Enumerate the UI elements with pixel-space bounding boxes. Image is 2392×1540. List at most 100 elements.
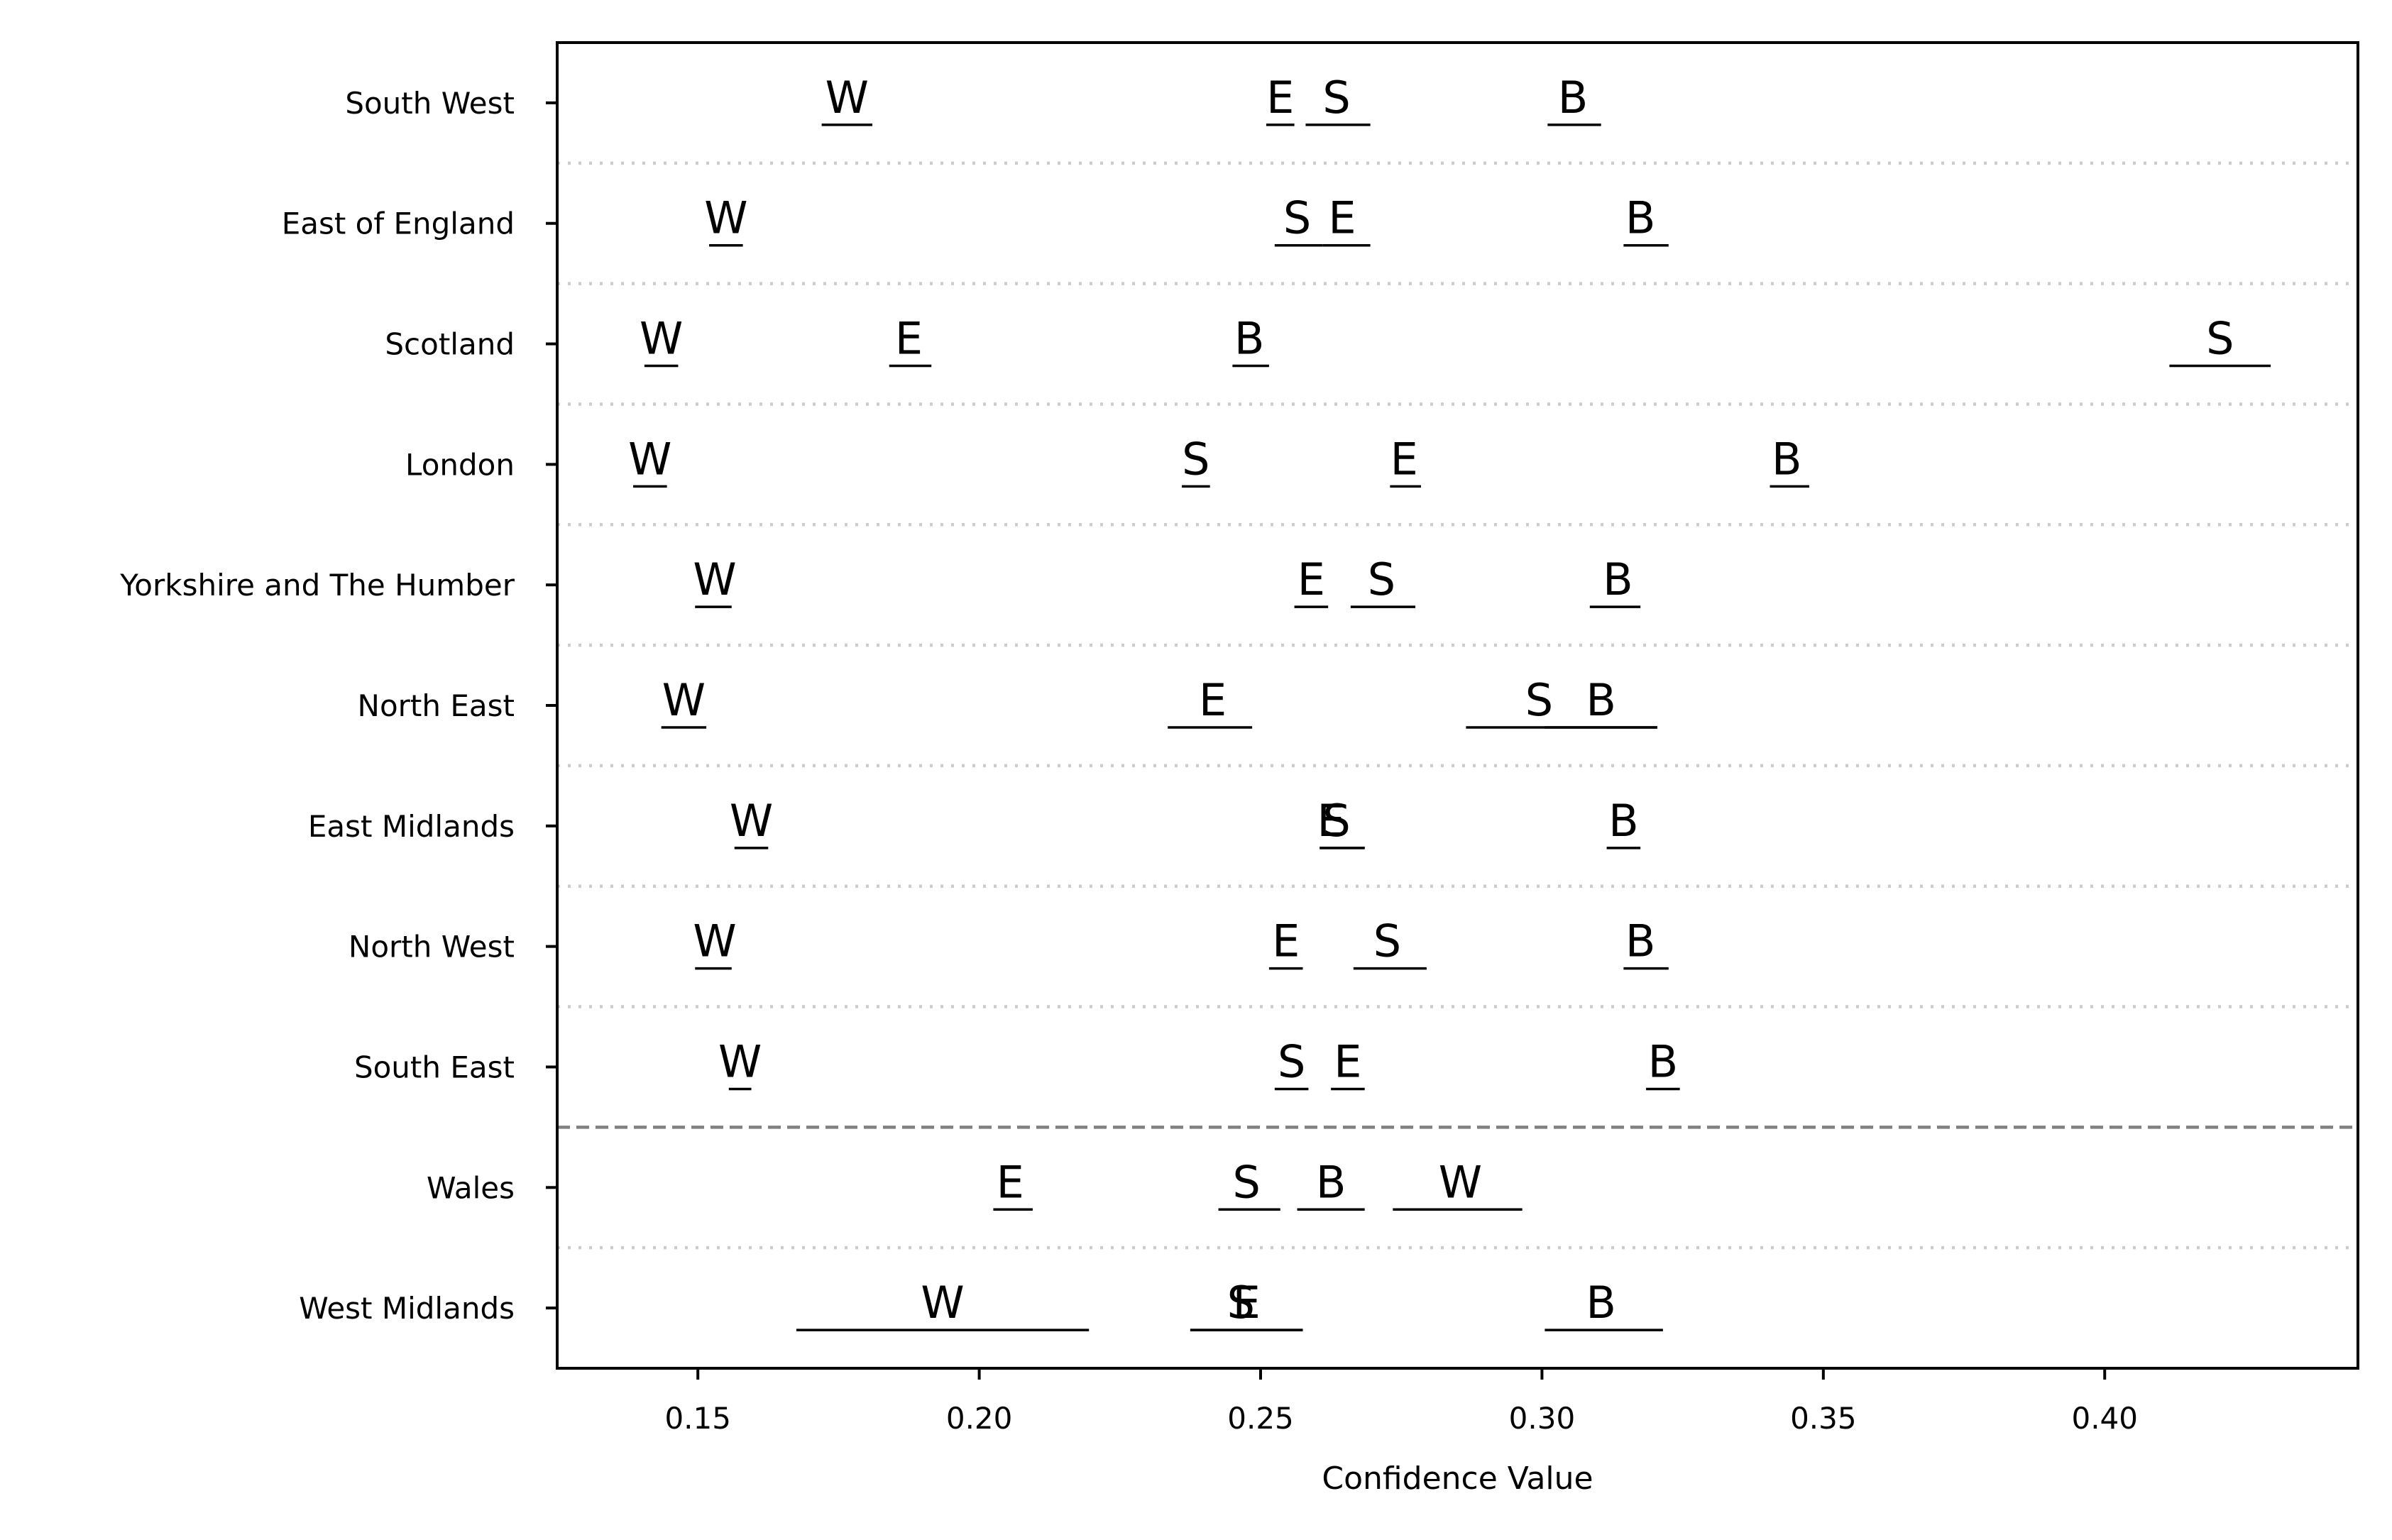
mark-S: S: [1218, 1156, 1280, 1211]
mark-letter: W: [693, 915, 736, 967]
mark-E: E: [1268, 915, 1303, 970]
y-tick-label: East Midlands: [308, 809, 515, 844]
y-tick-label: Scotland: [385, 327, 515, 362]
x-axis: 0.15 0.20 0.25 0.30 0.35 0.40: [664, 1368, 2138, 1436]
mark-letter: E: [895, 313, 923, 365]
mark-W: W: [661, 674, 707, 729]
row-separators: [557, 161, 2358, 1250]
mark-S: S: [2169, 313, 2271, 368]
mark-S: S: [1353, 915, 1427, 970]
mark-letter: S: [1227, 1277, 1255, 1329]
mark-letter: B: [1772, 433, 1802, 485]
mark-W: W: [640, 313, 683, 368]
mark-S: S: [1182, 433, 1210, 488]
mark-E: E: [1331, 1035, 1365, 1091]
mark-letter: B: [1648, 1035, 1679, 1087]
mark-B: B: [1589, 554, 1641, 608]
x-tick-label: 0.20: [946, 1401, 1013, 1436]
mark-B: B: [1646, 1035, 1680, 1091]
mark-E: E: [1390, 433, 1421, 488]
mark-W: W: [704, 192, 748, 247]
mark-B: B: [1623, 915, 1669, 970]
mark-S: S: [1274, 192, 1323, 247]
mark-letter: B: [1234, 313, 1265, 365]
mark-E: E: [889, 313, 932, 368]
mark-letter: S: [1278, 1035, 1305, 1087]
y-axis: South West East of England Scotland London Y…: [119, 86, 557, 1326]
mark-letter: W: [718, 1035, 762, 1087]
mark-S: S: [1466, 674, 1657, 729]
mark-letter: E: [1298, 554, 1325, 605]
mark-E: E: [1168, 674, 1253, 729]
mark-letter: S: [1233, 1156, 1261, 1208]
mark-letter: S: [1283, 192, 1311, 244]
mark-letter: S: [1525, 674, 1553, 726]
mark-E: E: [1266, 72, 1295, 126]
mark-W: W: [718, 1035, 762, 1091]
x-tick-label: 0.40: [2071, 1401, 2138, 1436]
y-tick-label: North East: [358, 688, 515, 723]
mark-letter: S: [1322, 72, 1350, 123]
y-tick-label: London: [405, 447, 515, 482]
mark-B: B: [1545, 1277, 1663, 1331]
mark-letter: S: [1373, 915, 1401, 967]
mark-letter: B: [1558, 72, 1589, 123]
mark-letter: E: [1334, 1035, 1361, 1087]
mark-S: S: [1274, 1035, 1309, 1091]
x-tick-label: 0.35: [1790, 1401, 1857, 1436]
mark-letter: W: [662, 674, 706, 726]
mark-letter: B: [1625, 192, 1656, 244]
y-tick-label: South East: [354, 1050, 515, 1084]
mark-W: W: [796, 1277, 1090, 1331]
mark-S: S: [1350, 554, 1416, 608]
mark-letter: E: [1328, 192, 1356, 244]
x-tick-label: 0.30: [1509, 1401, 1576, 1436]
mark-E: E: [993, 1156, 1033, 1211]
mark-letter: W: [628, 433, 671, 485]
mark-letter: S: [1322, 795, 1350, 847]
mark-E: E: [1294, 554, 1329, 608]
mark-letter: W: [693, 554, 736, 605]
mark-letter: B: [1586, 674, 1616, 726]
mark-letter: E: [1233, 1277, 1261, 1329]
x-axis-title: Confidence Value: [1322, 1461, 1593, 1497]
mark-W: W: [693, 915, 737, 970]
mark-B: B: [1297, 1156, 1365, 1211]
mark-E: E: [1190, 1277, 1303, 1331]
y-tick-label: East of England: [282, 207, 515, 241]
mark-letter: S: [2206, 313, 2234, 365]
mark-W: W: [730, 795, 773, 849]
x-tick-label: 0.15: [664, 1401, 731, 1436]
y-tick-label: Wales: [427, 1170, 515, 1205]
mark-letter: W: [640, 313, 683, 365]
mark-E: E: [1322, 192, 1371, 247]
mark-letter: B: [1625, 915, 1656, 967]
mark-letter: E: [1199, 674, 1227, 726]
mark-letter: W: [921, 1277, 964, 1329]
mark-B: B: [1545, 674, 1657, 729]
mark-S: S: [1320, 795, 1365, 849]
mark-letter: E: [1390, 433, 1418, 485]
mark-letter: E: [1317, 795, 1345, 847]
mark-W: W: [628, 433, 671, 488]
mark-B: B: [1606, 795, 1641, 849]
mark-letter: W: [825, 72, 869, 123]
y-tick-label: South West: [345, 86, 515, 121]
mark-B: B: [1623, 192, 1669, 247]
mark-S: S: [1305, 72, 1371, 126]
mark-letter: B: [1603, 554, 1633, 605]
mark-W: W: [1393, 1156, 1523, 1211]
mark-letter: E: [997, 1156, 1024, 1208]
mark-B: B: [1547, 72, 1601, 126]
mark-letter: W: [730, 795, 773, 847]
mark-letter: W: [704, 192, 747, 244]
mark-letter: B: [1316, 1156, 1346, 1208]
plot-marks: W E S BW S E BW E B SW S E BW E S BW E S BW ES BW E S BW S E BE S B W…: [628, 72, 2271, 1331]
y-tick-label: North West: [349, 930, 515, 964]
x-tick-label: 0.25: [1227, 1401, 1294, 1436]
mark-letter: B: [1586, 1277, 1616, 1329]
y-tick-label: Yorkshire and The Humber: [119, 568, 515, 603]
y-tick-label: West Midlands: [299, 1291, 515, 1326]
mark-letter: S: [1182, 433, 1209, 485]
